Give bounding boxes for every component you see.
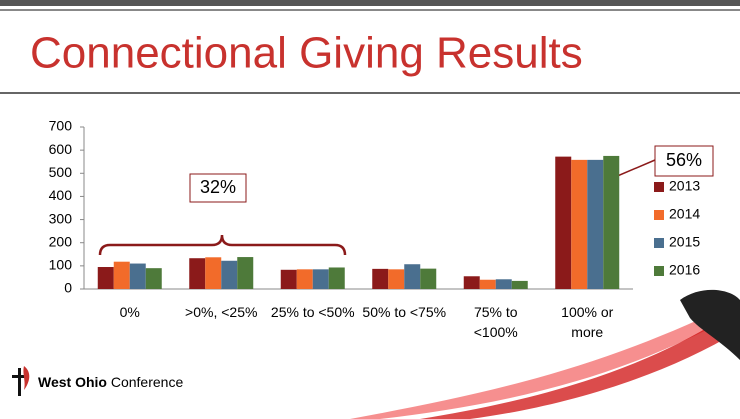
bar <box>221 261 237 289</box>
logo-bold: West Ohio <box>38 374 107 390</box>
slide-title: Connectional Giving Results <box>30 29 583 78</box>
y-tick-label: 600 <box>49 141 73 157</box>
annotation: 32% <box>200 177 236 197</box>
bar <box>114 262 130 289</box>
logo-normal: Conference <box>111 374 184 390</box>
annotation: 56% <box>666 150 702 170</box>
y-tick-label: 200 <box>49 233 73 249</box>
title-rule <box>0 92 740 94</box>
legend-label: 2014 <box>669 206 700 222</box>
bar <box>130 264 146 289</box>
bar <box>329 267 345 289</box>
bar <box>555 157 571 289</box>
y-tick-label: 400 <box>49 187 73 203</box>
bar <box>189 258 205 289</box>
bar <box>464 276 480 289</box>
bar <box>205 257 221 289</box>
y-tick-label: 300 <box>49 210 73 226</box>
bar <box>313 269 329 289</box>
logo-cross <box>18 368 21 396</box>
bar <box>420 269 436 289</box>
bar <box>237 257 253 289</box>
bar <box>404 264 420 289</box>
x-tick-label: 100% or more <box>545 302 629 342</box>
x-tick-label: 25% to <50% <box>271 302 355 322</box>
y-tick-label: 700 <box>49 118 73 134</box>
x-tick-label: 50% to <75% <box>362 302 446 322</box>
x-tick-label: 75% to <100% <box>454 302 538 342</box>
bar <box>98 267 114 289</box>
legend-swatch <box>654 238 664 248</box>
x-tick-label: >0%, <25% <box>179 302 263 322</box>
logo-flame <box>23 366 29 390</box>
slide: Connectional Giving Results West Ohio Co… <box>0 0 740 419</box>
legend-label: 2015 <box>669 234 700 250</box>
y-tick-label: 0 <box>64 280 72 296</box>
bar <box>496 279 512 289</box>
logo-text: West Ohio Conference <box>38 374 183 390</box>
y-tick-label: 500 <box>49 164 73 180</box>
bar <box>146 268 162 289</box>
bar <box>388 269 404 289</box>
legend-swatch <box>654 210 664 220</box>
legend-label: 2013 <box>669 178 700 194</box>
bar <box>281 270 297 289</box>
bar <box>571 160 587 289</box>
bar <box>512 281 528 289</box>
legend-swatch <box>654 266 664 276</box>
y-tick-label: 100 <box>49 257 73 273</box>
bar <box>587 160 603 289</box>
legend-swatch <box>654 182 664 192</box>
bar <box>480 280 496 289</box>
top-rule <box>0 9 740 11</box>
legend-label: 2016 <box>669 262 700 278</box>
bar <box>603 156 619 289</box>
top-bar <box>0 0 740 6</box>
x-tick-label: 0% <box>88 302 172 322</box>
brace <box>100 235 345 255</box>
chart: Connectional Giving Results West Ohio Co… <box>0 0 740 419</box>
bar <box>297 269 313 289</box>
bar <box>372 269 388 289</box>
